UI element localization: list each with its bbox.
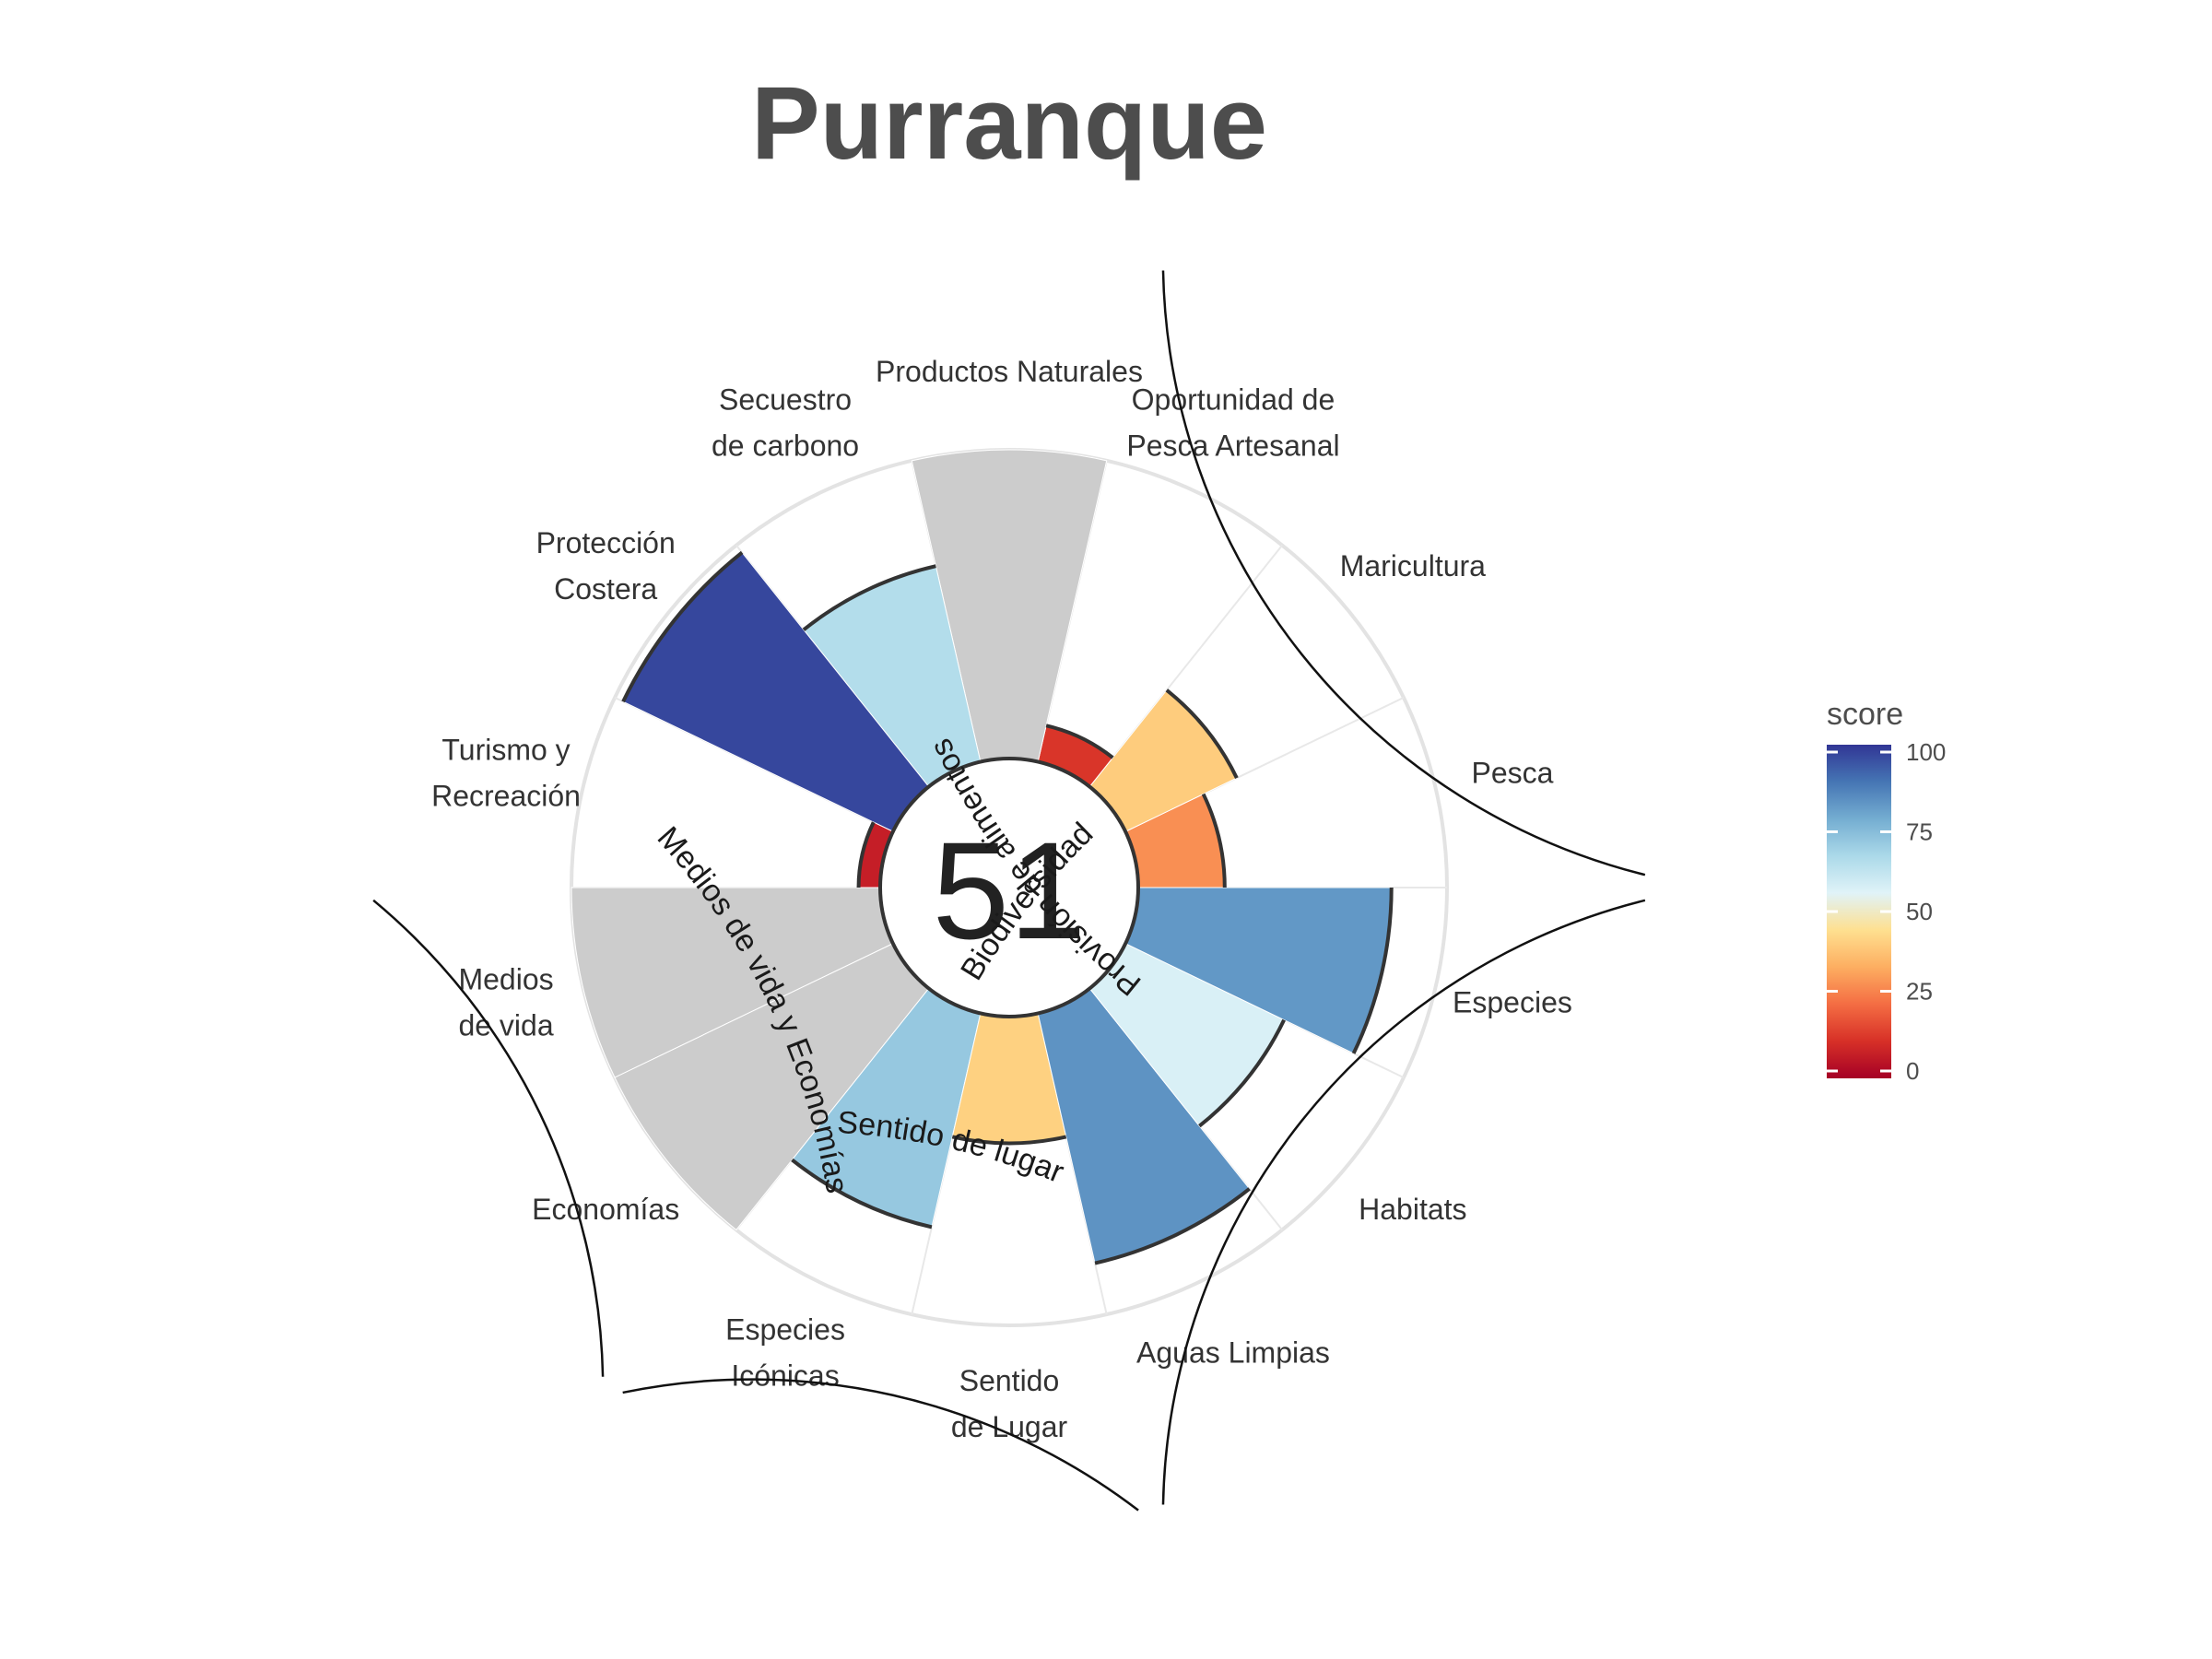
group-arc [372,899,605,1377]
petal-outline-pesca [1201,793,1227,888]
petal-outline-aguas [1094,1187,1251,1265]
goal-labels: Pesca Maricultura Oportunidad de Pesca Arte… [431,355,1572,1443]
group-arc [1161,899,1646,1505]
goal-label-especies: Especies [1453,986,1572,1019]
goal-label-productos: Productos Naturales [876,355,1143,388]
petal-outline-habitats [1198,1018,1286,1128]
petal-outline-maricultura [1165,688,1239,779]
goal-label-pesca: Pesca [1471,756,1553,789]
center-circle [878,757,1140,1018]
petal-outline-proteccion [621,550,744,703]
legend-title: score [1827,697,1903,732]
petals [571,449,1393,1265]
petal-outline-turismo [856,821,876,888]
petal-outline-iconicas [791,1158,933,1230]
goal-label-iconicas: Especies Icónicas [725,1313,845,1393]
goal-label-lugar: Sentido de Lugar [951,1364,1068,1443]
legend-tick-label: 75 [1906,818,1933,846]
center-score: 51 [933,813,1087,968]
goal-label-carbono: Secuestro de carbono [712,382,859,462]
goal-label-medios: Medios de vida [458,963,553,1042]
goal-label-proteccion: Protección Costera [536,526,676,606]
petal-outline-lugar [951,1135,1067,1146]
goal-label-maricultura: Maricultura [1340,549,1486,582]
petal-outlines [621,550,1394,1265]
petal-outline-especies [1351,887,1394,1054]
chart-title: Purranque [751,65,1267,181]
legend: score 0 25 50 75 100 [1827,697,1946,1085]
legend-ticks: 0 25 50 75 100 [1827,738,1946,1085]
goal-label-aguas: Aguas Limpias [1136,1336,1330,1370]
group-arc [622,1378,1139,1512]
legend-tick-label: 50 [1906,898,1933,925]
petal-outline-carbono [802,564,936,631]
legend-tick-label: 0 [1906,1057,1919,1085]
goal-label-habitats: Habitats [1359,1193,1466,1226]
legend-tick-label: 100 [1906,738,1946,766]
goal-label-turismo: Turismo y Recreación [431,733,581,812]
goal-label-economias: Economías [532,1193,679,1226]
legend-tick-label: 25 [1906,978,1933,1006]
group-arc [1161,270,1646,877]
goal-label-oportunidad: Oportunidad de Pesca Artesanal [1126,382,1339,462]
petal-outline-oportunidad [1045,724,1114,759]
